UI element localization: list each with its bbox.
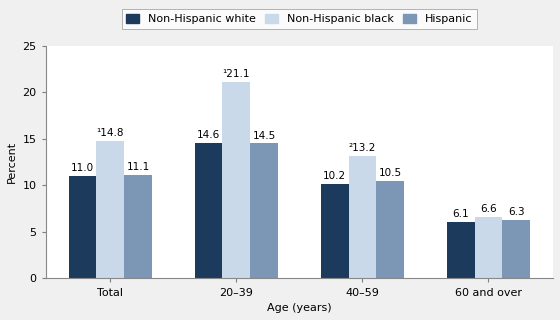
Bar bbox=[96, 141, 124, 278]
Text: 10.5: 10.5 bbox=[379, 168, 402, 178]
Bar bbox=[250, 143, 278, 278]
X-axis label: Age (years): Age (years) bbox=[267, 303, 332, 313]
Text: 10.2: 10.2 bbox=[323, 171, 346, 181]
Text: 6.6: 6.6 bbox=[480, 204, 497, 214]
Bar bbox=[376, 181, 404, 278]
Text: 11.0: 11.0 bbox=[71, 163, 94, 173]
Text: 14.5: 14.5 bbox=[253, 131, 276, 141]
Bar bbox=[124, 175, 152, 278]
Bar bbox=[502, 220, 530, 278]
Text: 11.1: 11.1 bbox=[127, 162, 150, 172]
Y-axis label: Percent: Percent bbox=[7, 141, 17, 183]
Bar bbox=[447, 222, 474, 278]
Bar bbox=[69, 176, 96, 278]
Legend: Non-Hispanic white, Non-Hispanic black, Hispanic: Non-Hispanic white, Non-Hispanic black, … bbox=[122, 9, 477, 29]
Text: 6.1: 6.1 bbox=[452, 209, 469, 219]
Bar bbox=[474, 217, 502, 278]
Text: ²13.2: ²13.2 bbox=[349, 143, 376, 153]
Bar bbox=[195, 142, 222, 278]
Text: ¹14.8: ¹14.8 bbox=[96, 128, 124, 138]
Bar bbox=[222, 82, 250, 278]
Bar bbox=[348, 156, 376, 278]
Bar bbox=[321, 183, 348, 278]
Text: 6.3: 6.3 bbox=[508, 207, 525, 217]
Text: 14.6: 14.6 bbox=[197, 130, 220, 140]
Text: ¹21.1: ¹21.1 bbox=[222, 69, 250, 79]
